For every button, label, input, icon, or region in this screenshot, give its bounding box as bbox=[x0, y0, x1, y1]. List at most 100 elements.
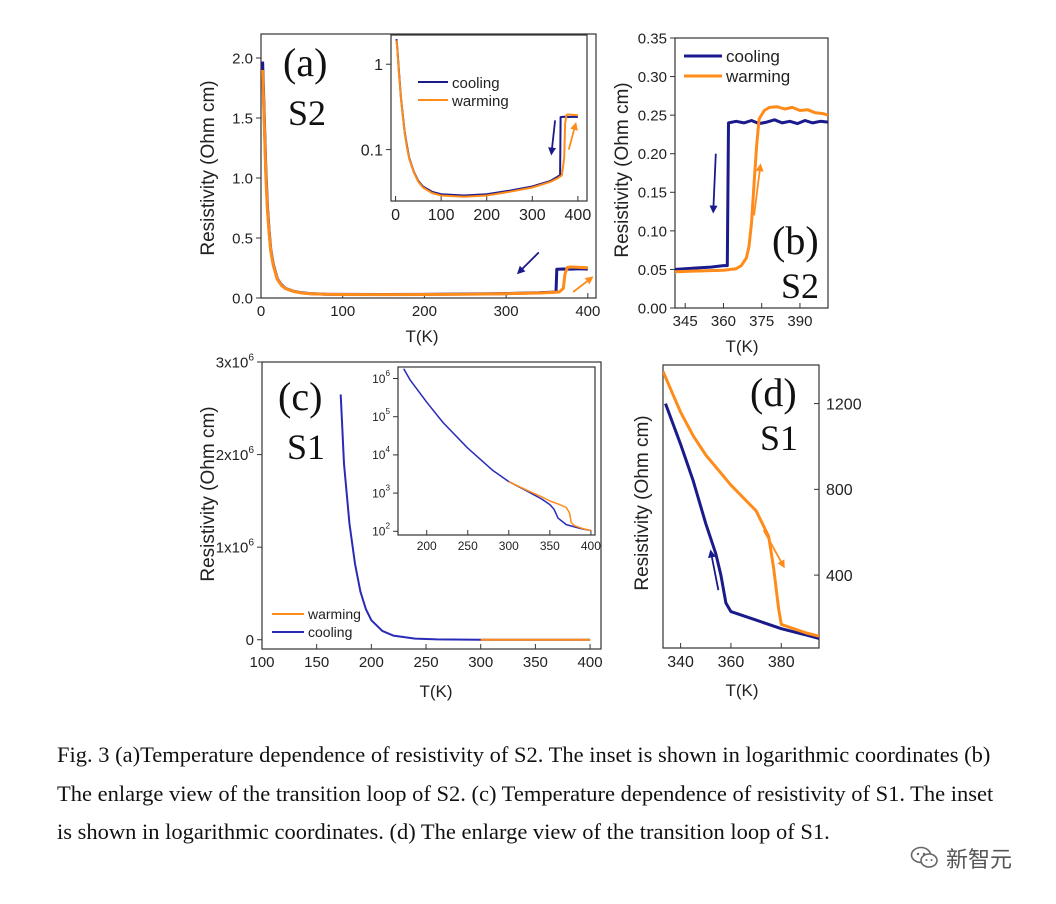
panel-c-xtick-label: 100 bbox=[249, 654, 274, 671]
panel-a: 0 100 200 300 400 0.0 0.5 1.0 1.5 2.0 0 100 200 300 4… bbox=[198, 33, 600, 346]
panel-d-arrow bbox=[762, 529, 785, 569]
panel-d-plot-layer: 340 360 380 400 800 1200 bbox=[662, 364, 862, 671]
panel-d-xtick-label: 340 bbox=[667, 654, 694, 671]
panel-a-inset-xtick-label: 200 bbox=[473, 207, 500, 224]
panel-a-inset-frame bbox=[390, 34, 588, 202]
panel-c-inset-layer: 200 250 300 350 400 102 103 104 105 106 bbox=[372, 366, 601, 553]
panel-a-inset-arrow bbox=[548, 120, 557, 156]
panel-a-plot-layer: 0 100 200 300 400 0.0 0.5 1.0 1.5 2.0 bbox=[232, 33, 600, 320]
panel-b-arrow bbox=[753, 163, 764, 216]
panel-d: 340 360 380 400 800 1200 (d) S1 Resistivity (… bbox=[632, 364, 862, 700]
panel-d-xtick-label: 380 bbox=[768, 654, 795, 671]
panel-c-inset-ytick-label: 105 bbox=[372, 407, 390, 424]
panel-d-sample: S1 bbox=[760, 418, 798, 458]
panel-a-ylabel: Resistivity (Ohm cm) bbox=[198, 80, 219, 255]
panel-c-inset-ytick-label: 106 bbox=[372, 369, 390, 386]
panel-a-inset-arrow bbox=[567, 121, 578, 150]
legend-cooling-label: cooling bbox=[308, 624, 352, 640]
panel-a-inset-xtick-label: 400 bbox=[565, 207, 592, 224]
panel-c-inset-frame bbox=[397, 366, 596, 536]
panel-a-xtick-label: 100 bbox=[330, 303, 355, 320]
panel-a-ytick-label: 2.0 bbox=[232, 50, 253, 67]
panel-b-ytick-label: 0.00 bbox=[638, 300, 667, 317]
panel-a-ytick-label: 0.0 bbox=[232, 290, 253, 307]
panel-c-ylabel: Resistivity (Ohm cm) bbox=[198, 406, 219, 581]
panel-c-xtick-label: 300 bbox=[468, 654, 493, 671]
panel-b-ylabel: Resistivity (Ohm cm) bbox=[612, 82, 633, 257]
panel-c-ytick-label: 3x106 bbox=[216, 352, 255, 371]
panel-c-inset-ytick-label: 103 bbox=[372, 483, 390, 500]
panel-b-ytick-label: 0.10 bbox=[638, 223, 667, 240]
panel-a-inset-ytick-label: 0.1 bbox=[361, 142, 383, 159]
panel-c-series-cooling bbox=[339, 394, 591, 641]
panel-a-sample: S2 bbox=[288, 93, 326, 133]
panel-b-xtick-label: 390 bbox=[787, 313, 812, 330]
wechat-icon bbox=[910, 846, 938, 868]
panel-a-xlabel: T(K) bbox=[405, 327, 438, 346]
panel-c-inset-series-cooling bbox=[403, 368, 592, 532]
panel-b-ytick-label: 0.15 bbox=[638, 185, 667, 202]
panel-c-inset-xtick-label: 200 bbox=[417, 539, 437, 553]
panel-c-inset-ytick-label: 102 bbox=[372, 522, 390, 539]
panel-c-xlabel: T(K) bbox=[419, 682, 452, 701]
panel-b-series-cooling bbox=[675, 118, 828, 271]
panel-b-ytick-label: 0.30 bbox=[638, 69, 667, 86]
panel-b: 345 360 375 390 0.00 0.05 0.10 0.15 0.20 0.25 0.30… bbox=[612, 30, 829, 356]
panel-a-inset-legend: cooling warming bbox=[418, 75, 509, 110]
panel-b-xtick-label: 375 bbox=[749, 313, 774, 330]
panel-b-plot-layer: 345 360 375 390 0.00 0.05 0.10 0.15 0.20 0.25 0.30… bbox=[638, 30, 829, 330]
watermark: 新智元 bbox=[906, 842, 1017, 874]
panel-a-frame bbox=[260, 33, 597, 299]
panel-c-inset-xtick-label: 250 bbox=[458, 539, 478, 553]
panel-a-inset-ytick-label: 1 bbox=[374, 57, 383, 74]
figure-svg: 0 100 200 300 400 0.0 0.5 1.0 1.5 2.0 0 100 200 300 4… bbox=[198, 30, 862, 701]
panel-a-label: (a) bbox=[283, 40, 327, 85]
panel-c-xtick-label: 350 bbox=[523, 654, 548, 671]
panel-a-xtick-label: 300 bbox=[494, 303, 519, 320]
legend-cooling-label: cooling bbox=[726, 47, 780, 66]
panel-c-inset-xtick-label: 350 bbox=[540, 539, 560, 553]
panel-c-legend: warming cooling bbox=[272, 606, 361, 640]
panel-c-ytick-label: 2x106 bbox=[216, 445, 255, 464]
panel-c-ytick-label: 1x106 bbox=[216, 538, 255, 557]
panel-d-series-cooling bbox=[664, 403, 819, 640]
panel-c-frame bbox=[261, 361, 602, 650]
legend-warming-label: warming bbox=[451, 93, 509, 110]
panel-c: 100 150 200 250 300 350 400 0 1x106 2x106 3x106 20… bbox=[198, 352, 603, 701]
panel-b-xtick-label: 345 bbox=[673, 313, 698, 330]
panel-d-label: (d) bbox=[750, 370, 797, 415]
legend-cooling-label: cooling bbox=[452, 75, 500, 92]
panel-a-inset-series-warming bbox=[395, 40, 578, 198]
panel-d-xlabel: T(K) bbox=[725, 681, 758, 700]
panel-d-ylabel: Resistivity (Ohm cm) bbox=[632, 415, 653, 590]
panel-c-xtick-label: 250 bbox=[414, 654, 439, 671]
panel-b-legend: cooling warming bbox=[684, 47, 790, 86]
panel-b-sample: S2 bbox=[781, 266, 819, 306]
panel-c-label: (c) bbox=[278, 374, 322, 419]
panel-b-label: (b) bbox=[772, 218, 819, 263]
panel-c-inset-xtick-label: 300 bbox=[499, 539, 519, 553]
panel-c-ytick-label: 0 bbox=[246, 632, 254, 649]
panel-a-ytick-label: 0.5 bbox=[232, 230, 253, 247]
panel-d-ytick-label: 800 bbox=[826, 482, 853, 499]
panel-c-inset-ytick-label: 104 bbox=[372, 445, 390, 462]
panel-a-arrow bbox=[516, 251, 540, 275]
panel-a-xtick-label: 400 bbox=[575, 303, 600, 320]
figure-caption: Fig. 3 (a)Temperature dependence of resi… bbox=[57, 742, 994, 844]
panel-c-xtick-label: 400 bbox=[578, 654, 603, 671]
panel-c-inset-series-warming bbox=[508, 480, 592, 532]
panel-c-xtick-label: 150 bbox=[304, 654, 329, 671]
panel-b-frame bbox=[674, 37, 829, 309]
panel-d-series-warming bbox=[663, 370, 819, 638]
panel-a-inset-xtick-label: 100 bbox=[428, 207, 455, 224]
panel-a-xtick-label: 200 bbox=[412, 303, 437, 320]
panel-a-inset-layer: 0 100 200 300 400 0.1 1 bbox=[361, 34, 592, 224]
panel-b-xtick-label: 360 bbox=[711, 313, 736, 330]
panel-a-inset-series-cooling bbox=[395, 39, 578, 197]
panel-b-xlabel: T(K) bbox=[725, 337, 758, 356]
panel-a-inset-xtick-label: 300 bbox=[519, 207, 546, 224]
panel-c-plot-layer: 100 150 200 250 300 350 400 0 1x106 2x106 3x106 bbox=[216, 352, 603, 671]
legend-warming-label: warming bbox=[725, 67, 790, 86]
panel-c-sample: S1 bbox=[287, 427, 325, 467]
panel-d-xtick-label: 360 bbox=[718, 654, 745, 671]
